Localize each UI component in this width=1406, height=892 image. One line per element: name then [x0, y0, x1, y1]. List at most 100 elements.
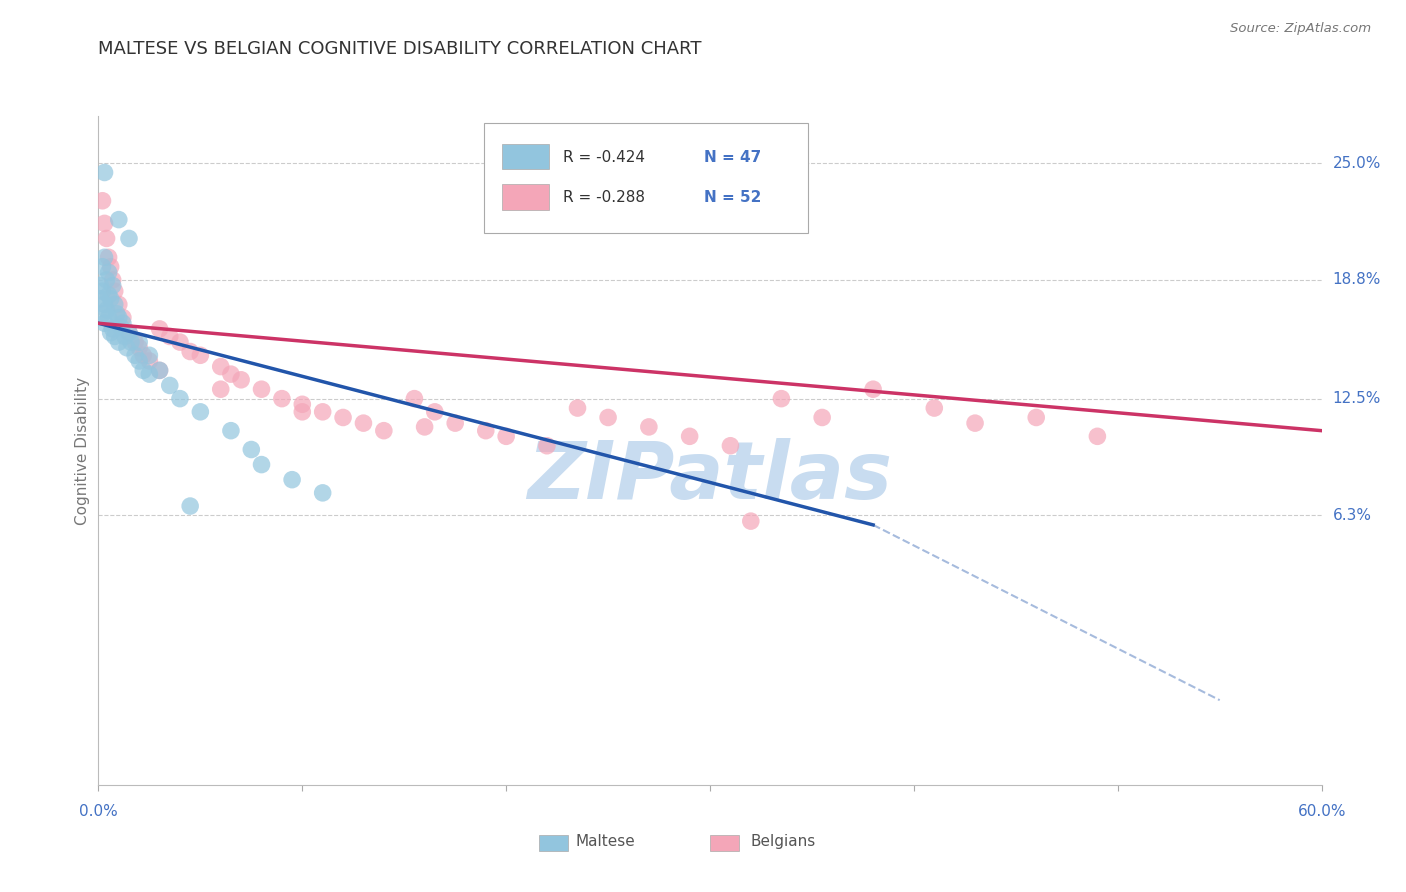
Point	[423, 405, 446, 419]
Point	[404, 392, 426, 406]
Point	[291, 405, 314, 419]
Text: N = 52: N = 52	[704, 190, 761, 205]
Point	[89, 278, 111, 293]
Point	[291, 397, 314, 411]
Point	[209, 359, 232, 374]
Point	[740, 514, 762, 528]
Y-axis label: Cognitive Disability: Cognitive Disability	[75, 376, 90, 524]
Point	[770, 392, 793, 406]
Point	[132, 348, 155, 362]
Point	[138, 354, 160, 368]
Point	[179, 344, 201, 359]
Point	[118, 326, 141, 340]
Point	[104, 329, 127, 343]
Point	[108, 310, 131, 325]
Point	[124, 348, 146, 362]
Point	[105, 307, 128, 321]
Text: R = -0.424: R = -0.424	[564, 150, 645, 165]
Text: 6.3%: 6.3%	[1333, 508, 1372, 523]
Point	[240, 442, 263, 457]
Point	[138, 348, 160, 362]
Point	[159, 329, 181, 343]
Point	[332, 410, 354, 425]
Text: 0.0%: 0.0%	[79, 804, 118, 819]
Text: Source: ZipAtlas.com: Source: ZipAtlas.com	[1230, 22, 1371, 36]
Point	[120, 335, 142, 350]
Point	[373, 424, 395, 438]
Point	[188, 405, 212, 419]
Point	[270, 392, 294, 406]
Point	[312, 486, 335, 500]
Point	[100, 292, 122, 306]
Point	[718, 439, 742, 453]
Point	[965, 416, 987, 430]
Text: 25.0%: 25.0%	[1333, 155, 1381, 170]
Point	[93, 297, 115, 311]
FancyBboxPatch shape	[484, 123, 808, 233]
Bar	[538, 835, 568, 851]
Point	[149, 363, 172, 377]
Point	[149, 363, 172, 377]
Point	[188, 348, 212, 362]
Point	[128, 341, 150, 355]
Point	[114, 329, 136, 343]
Point	[89, 292, 111, 306]
Point	[108, 212, 131, 227]
Point	[1085, 429, 1108, 443]
Text: N = 47: N = 47	[704, 150, 761, 165]
Point	[101, 278, 124, 293]
Point	[91, 260, 114, 274]
Point	[474, 424, 498, 438]
Point	[97, 265, 120, 279]
Point	[91, 194, 114, 208]
Bar	[502, 145, 548, 169]
Point	[536, 439, 558, 453]
Point	[100, 260, 122, 274]
Point	[169, 335, 191, 350]
Point	[567, 401, 589, 415]
Point	[96, 303, 118, 318]
Point	[219, 367, 242, 381]
Point	[281, 473, 304, 487]
Point	[179, 499, 201, 513]
Text: R = -0.288: R = -0.288	[564, 190, 645, 205]
Text: Belgians: Belgians	[751, 834, 815, 849]
Text: 60.0%: 60.0%	[1298, 804, 1346, 819]
Point	[231, 373, 253, 387]
Point	[104, 297, 127, 311]
Point	[96, 273, 118, 287]
Text: Maltese: Maltese	[575, 834, 636, 849]
Point	[149, 322, 172, 336]
Text: ZIPatlas: ZIPatlas	[527, 438, 893, 516]
Point	[444, 416, 467, 430]
Bar	[710, 835, 740, 851]
Point	[101, 322, 124, 336]
Point	[124, 335, 146, 350]
Point	[101, 273, 124, 287]
Text: 12.5%: 12.5%	[1333, 391, 1381, 406]
Point	[110, 320, 132, 334]
Point	[111, 316, 134, 330]
Point	[250, 382, 273, 396]
Point	[108, 297, 131, 311]
Point	[115, 341, 138, 355]
Point	[352, 416, 374, 430]
Point	[97, 250, 120, 264]
Point	[97, 288, 120, 302]
Point	[169, 392, 191, 406]
Text: 18.8%: 18.8%	[1333, 272, 1381, 287]
Bar	[502, 185, 548, 210]
Point	[96, 231, 118, 245]
Point	[93, 216, 115, 230]
Point	[922, 401, 945, 415]
Point	[637, 420, 661, 434]
Point	[108, 335, 131, 350]
Point	[111, 310, 134, 325]
Point	[679, 429, 702, 443]
Point	[312, 405, 335, 419]
Text: MALTESE VS BELGIAN COGNITIVE DISABILITY CORRELATION CHART: MALTESE VS BELGIAN COGNITIVE DISABILITY …	[98, 40, 702, 58]
Point	[811, 410, 834, 425]
Point	[118, 326, 141, 340]
Point	[209, 382, 232, 396]
Point	[93, 165, 115, 179]
